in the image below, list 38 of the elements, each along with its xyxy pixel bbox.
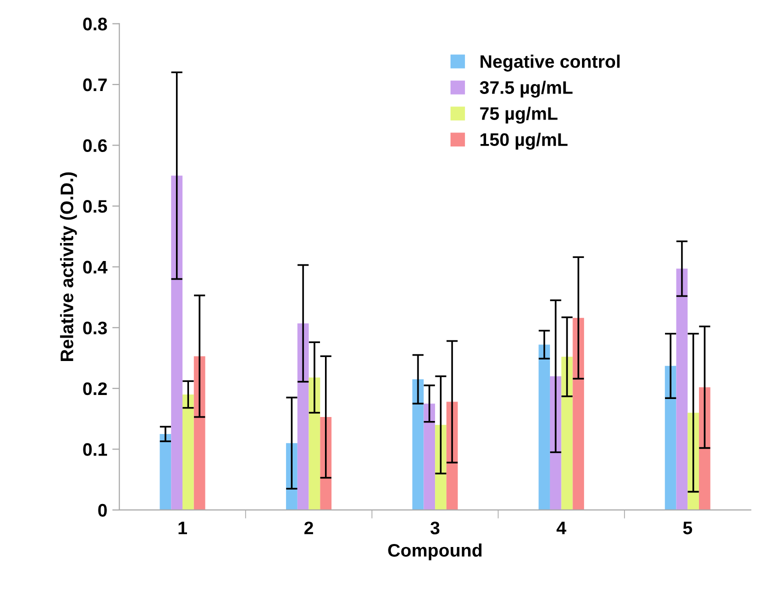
bar xyxy=(308,377,320,510)
bar xyxy=(297,323,309,510)
y-tick-label: 0.4 xyxy=(83,260,108,274)
bar xyxy=(538,344,550,510)
legend-label: Negative control xyxy=(480,54,620,72)
bar xyxy=(676,268,688,510)
bar xyxy=(194,356,206,510)
bar xyxy=(171,176,182,510)
y-tick-label: 0.1 xyxy=(83,443,108,456)
bar xyxy=(572,318,584,510)
y-tick-label: 0.8 xyxy=(83,18,107,30)
y-tick-label: 0 xyxy=(98,504,107,517)
y-tick-label: 0.5 xyxy=(83,200,108,213)
y-tick-label: 0.6 xyxy=(83,139,107,152)
legend-label: 37.5 µg/mL xyxy=(480,80,573,98)
y-axis-title: Relative activity (O.D.) xyxy=(60,172,77,361)
legend-label: 75 µg/mL xyxy=(480,106,558,124)
bar xyxy=(182,394,194,510)
bar xyxy=(561,356,573,510)
bar xyxy=(446,402,458,510)
x-tick-label: 1 xyxy=(178,522,188,534)
x-tick-label: 2 xyxy=(304,522,314,534)
bar xyxy=(160,434,172,510)
y-tick-label: 0.2 xyxy=(83,382,107,396)
y-tick-label: 0.3 xyxy=(83,322,107,334)
legend-label: 150 µg/mL xyxy=(480,132,568,150)
x-tick-label: 3 xyxy=(430,522,440,534)
bar xyxy=(424,404,436,510)
bar xyxy=(435,424,446,510)
bar xyxy=(320,416,332,510)
bar xyxy=(550,376,562,510)
bar xyxy=(412,379,424,510)
bar xyxy=(664,366,676,510)
x-axis-title: Compound xyxy=(388,543,482,560)
bar xyxy=(698,387,710,510)
x-tick-label: 4 xyxy=(556,522,566,534)
x-tick-label: 5 xyxy=(683,522,692,534)
y-tick-label: 0.7 xyxy=(83,78,107,92)
